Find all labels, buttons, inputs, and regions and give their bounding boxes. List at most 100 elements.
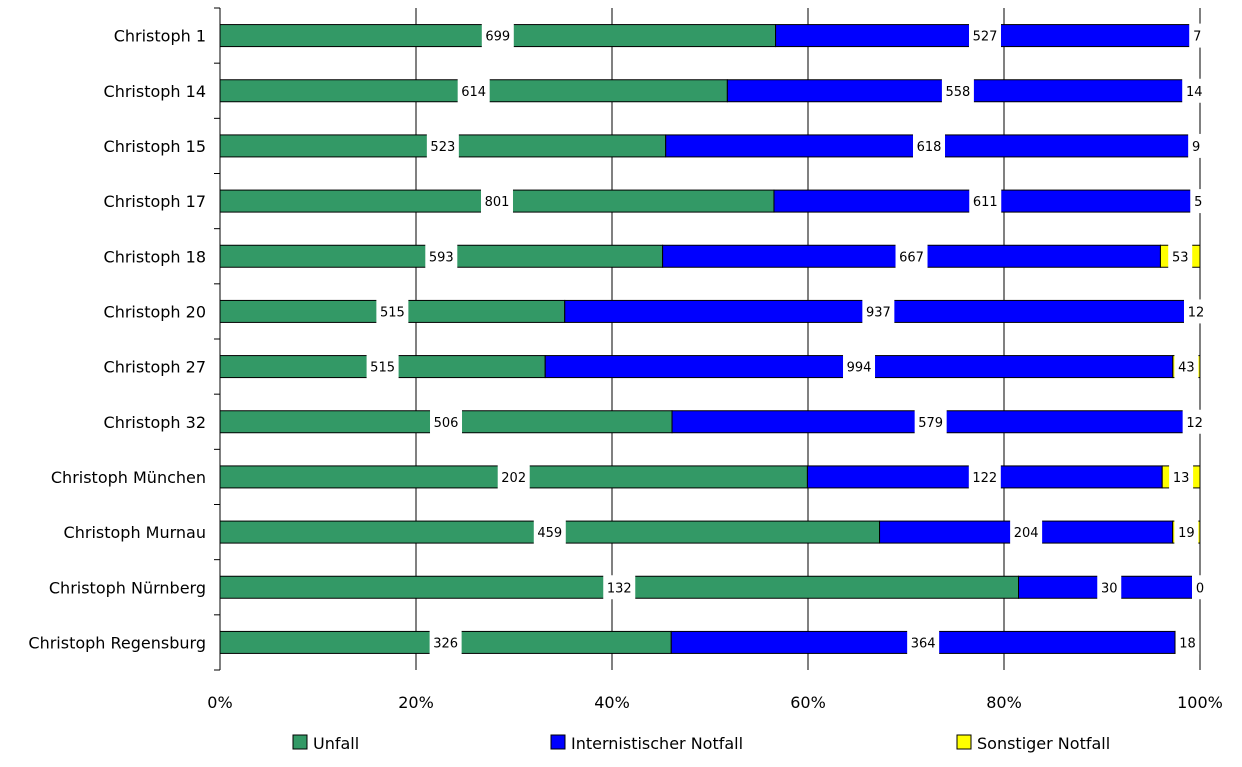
- data-label-bg: [1188, 133, 1205, 158]
- data-label-bg: [533, 520, 566, 545]
- data-label-bg: [843, 354, 876, 379]
- data-label-bg: [1182, 409, 1207, 434]
- x-tick-label: 20%: [398, 693, 434, 712]
- data-label-bg: [862, 299, 895, 324]
- category-label: Christoph 20: [104, 302, 206, 321]
- data-label-bg: [914, 409, 947, 434]
- bars: [219, 24, 1201, 654]
- data-label-bg: [941, 78, 974, 103]
- legend-swatch: [550, 734, 566, 750]
- data-label: 506: [434, 416, 459, 431]
- data-label-bg: [1192, 575, 1208, 600]
- data-label: 515: [370, 361, 395, 376]
- data-label: 364: [911, 636, 936, 651]
- data-label: 523: [430, 140, 455, 155]
- x-tick-labels: 0% 20% 40% 60% 80% 100%: [207, 693, 1223, 712]
- x-tick-label: 40%: [594, 693, 630, 712]
- data-label-bg: [1189, 23, 1206, 48]
- data-label: 202: [501, 471, 526, 486]
- data-label: 994: [847, 361, 872, 376]
- legend-swatch: [956, 734, 972, 750]
- data-label-bg: [1182, 78, 1207, 103]
- legend-label: Unfall: [313, 734, 359, 753]
- data-label-bg: [1168, 244, 1193, 269]
- data-label: 19: [1178, 526, 1195, 541]
- data-label-bg: [603, 575, 636, 600]
- data-label: 937: [866, 305, 891, 320]
- data-label-bg: [426, 133, 459, 158]
- data-label-bg: [913, 133, 946, 158]
- data-label-bg: [481, 23, 514, 48]
- data-label: 558: [945, 85, 970, 100]
- data-label: 43: [1178, 361, 1195, 376]
- x-tick-label: 0%: [207, 693, 232, 712]
- data-label-bg: [376, 299, 409, 324]
- legend-swatch: [292, 734, 308, 750]
- data-label: 53: [1172, 250, 1189, 265]
- grid-lines: [415, 8, 1201, 670]
- data-label-bg: [969, 23, 1002, 48]
- data-label: 527: [973, 30, 998, 45]
- data-label: 9: [1192, 140, 1200, 155]
- category-label: Christoph Nürnberg: [49, 578, 206, 597]
- data-label: 579: [918, 416, 943, 431]
- data-label-bg: [1175, 630, 1200, 655]
- data-label: 18: [1179, 636, 1196, 651]
- legend-label: Internistischer Notfall: [571, 734, 743, 753]
- data-label: 5: [1194, 195, 1202, 210]
- data-label: 515: [380, 305, 405, 320]
- category-label: Christoph 1: [114, 27, 206, 46]
- data-label: 122: [972, 471, 997, 486]
- category-label: Christoph 17: [104, 192, 206, 211]
- data-label: 12: [1188, 305, 1205, 320]
- data-label-bg: [430, 409, 463, 434]
- data-label-bg: [907, 630, 940, 655]
- x-tick-label: 60%: [790, 693, 826, 712]
- data-label-bg: [895, 244, 928, 269]
- data-label: 699: [485, 30, 510, 45]
- data-label: 667: [899, 250, 924, 265]
- category-label: Christoph 14: [104, 82, 206, 101]
- data-label: 0: [1196, 581, 1204, 596]
- data-label: 459: [537, 526, 562, 541]
- category-label: Christoph 18: [104, 247, 206, 266]
- category-label: Christoph 27: [104, 358, 206, 377]
- data-label-bg: [425, 244, 458, 269]
- data-label-bg: [1190, 189, 1207, 214]
- data-label-bg: [457, 78, 490, 103]
- data-labels: 699 527 7 614 558 14 523 618 9 801 611 5 593 667 53 515…: [366, 23, 1208, 655]
- x-tick-label: 100%: [1177, 693, 1223, 712]
- legend: Unfall Internistischer Notfall Sonstiger N…: [292, 734, 1110, 753]
- data-label-bg: [1183, 299, 1208, 324]
- data-label: 12: [1186, 416, 1203, 431]
- data-label: 801: [485, 195, 510, 210]
- category-label: Christoph Regensburg: [28, 633, 206, 652]
- data-label: 30: [1101, 581, 1118, 596]
- data-label-bg: [969, 189, 1002, 214]
- data-label-bg: [1174, 354, 1199, 379]
- data-label-bg: [1097, 575, 1122, 600]
- data-label-bg: [429, 630, 462, 655]
- data-label-bg: [1169, 464, 1194, 489]
- data-label-bg: [366, 354, 399, 379]
- data-label: 326: [433, 636, 458, 651]
- data-label-bg: [480, 189, 513, 214]
- category-label: Christoph München: [51, 468, 206, 487]
- data-label: 204: [1014, 526, 1039, 541]
- category-label: Christoph 32: [104, 413, 206, 432]
- legend-label: Sonstiger Notfall: [977, 734, 1110, 753]
- data-label: 614: [461, 85, 486, 100]
- data-label: 611: [973, 195, 998, 210]
- data-label-bg: [968, 464, 1001, 489]
- data-label: 7: [1193, 30, 1201, 45]
- data-label-bg: [497, 464, 530, 489]
- category-label: Christoph Murnau: [64, 523, 206, 542]
- data-label: 13: [1173, 471, 1190, 486]
- data-label: 14: [1186, 85, 1203, 100]
- data-label: 618: [917, 140, 942, 155]
- data-label-bg: [1010, 520, 1043, 545]
- data-label-bg: [1174, 520, 1199, 545]
- category-labels: Christoph 1 Christoph 14 Christoph 15 Chris…: [28, 27, 206, 653]
- data-label: 593: [429, 250, 454, 265]
